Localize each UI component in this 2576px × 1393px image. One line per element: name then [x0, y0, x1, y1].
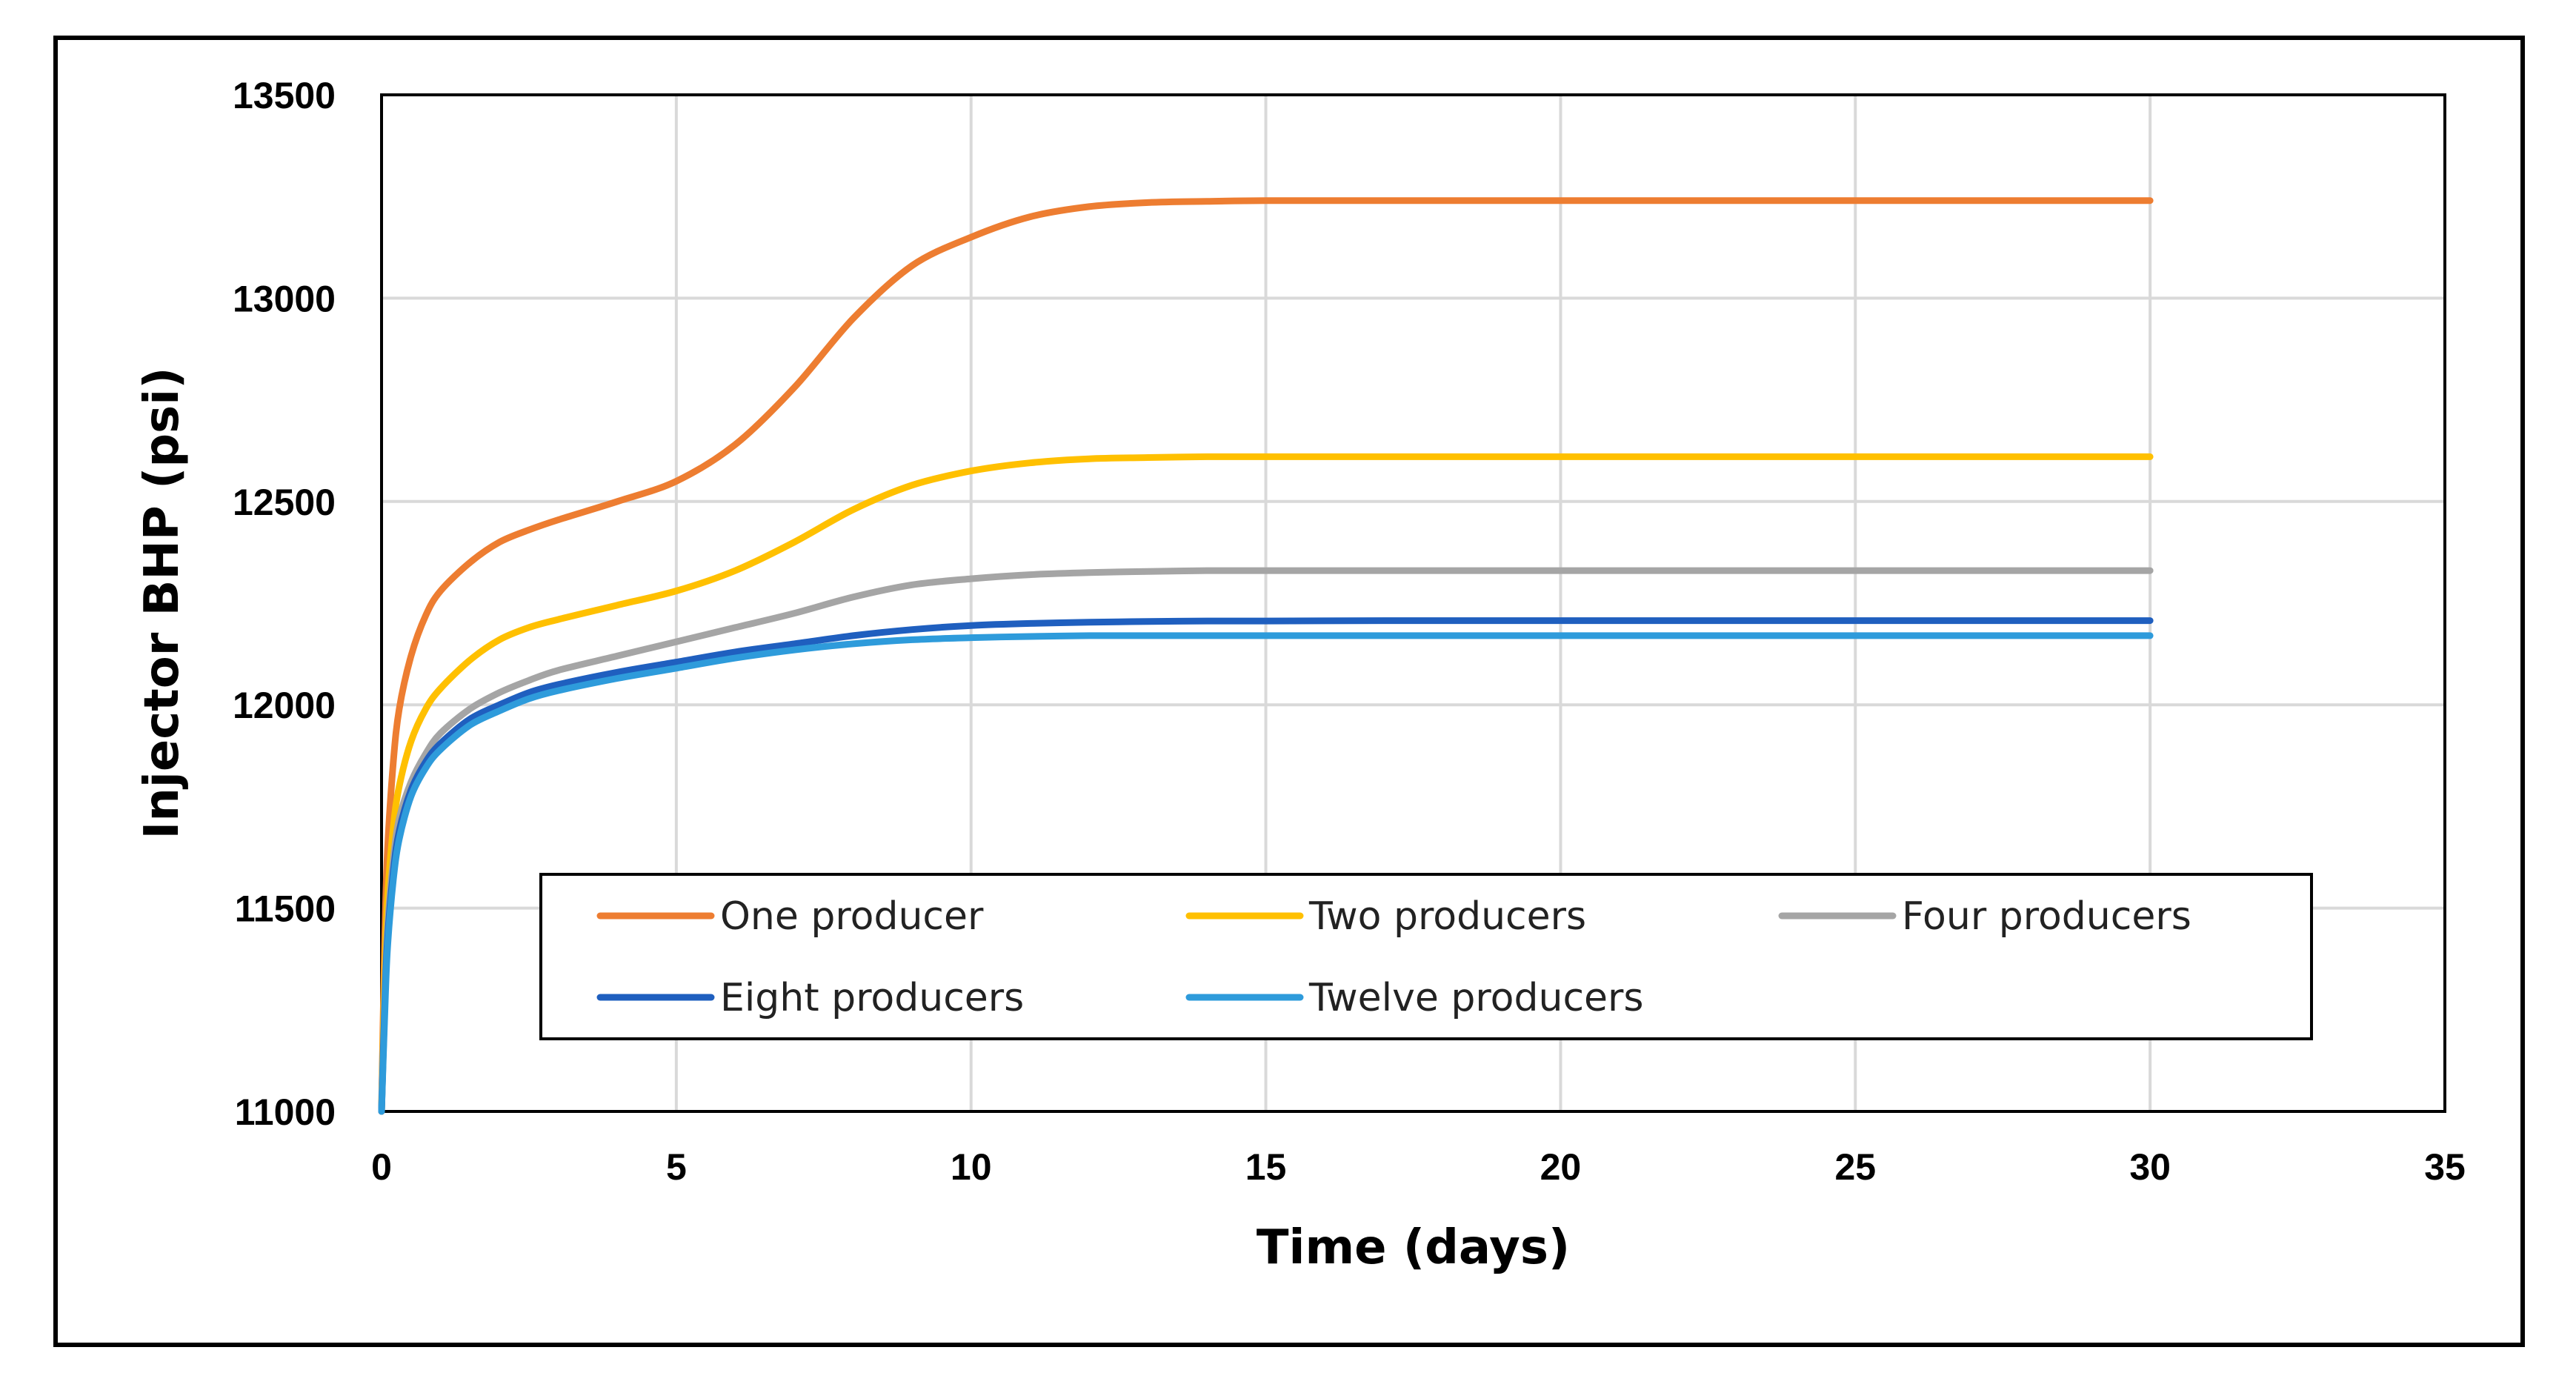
x-tick-label: 15 — [1245, 1146, 1287, 1188]
y-axis-ticks: 11000 11500 12000 12500 13000 13500 — [233, 75, 336, 1133]
legend: One producer Two producers Four producers E… — [539, 873, 2313, 1040]
x-axis-ticks: 0 5 10 15 20 25 30 35 — [371, 1146, 2466, 1188]
series-line-one-producer — [378, 197, 2154, 1115]
x-tick-label: 25 — [1834, 1146, 1876, 1188]
x-tick-label: 5 — [666, 1146, 687, 1188]
y-tick-label: 12500 — [233, 482, 336, 523]
legend-label: Eight producers — [720, 976, 1024, 1020]
series-line-two-producers — [378, 453, 2154, 1115]
x-tick-label: 10 — [951, 1146, 992, 1188]
legend-item: Two producers — [1185, 894, 1586, 939]
series-line-twelve-producers — [378, 632, 2154, 1115]
y-tick-label: 13000 — [233, 278, 336, 319]
legend-item: Four producers — [1778, 894, 2191, 939]
legend-box — [539, 873, 2313, 1040]
legend-label: One producer — [720, 894, 984, 939]
legend-label: Two producers — [1308, 894, 1586, 939]
y-tick-label: 12000 — [233, 685, 336, 726]
y-tick-label: 13500 — [233, 75, 336, 116]
x-tick-label: 0 — [371, 1146, 392, 1188]
series-lines — [378, 197, 2154, 1115]
x-tick-label: 35 — [2424, 1146, 2466, 1188]
legend-item: Twelve producers — [1185, 976, 1644, 1020]
legend-item: Eight producers — [596, 976, 1024, 1020]
y-tick-label: 11000 — [235, 1091, 336, 1133]
legend-label: Twelve producers — [1308, 976, 1644, 1020]
y-tick-label: 11500 — [235, 888, 336, 930]
legend-item: One producer — [596, 894, 984, 939]
chart-frame — [53, 36, 2525, 1347]
x-tick-label: 20 — [1540, 1146, 1582, 1188]
x-axis-title: Time (days) — [1257, 1220, 1570, 1275]
plot-area — [380, 93, 2446, 1113]
legend-label: Four producers — [1902, 894, 2191, 939]
y-axis-title: Injector BHP (psi) — [135, 368, 190, 840]
x-tick-label: 30 — [2129, 1146, 2171, 1188]
